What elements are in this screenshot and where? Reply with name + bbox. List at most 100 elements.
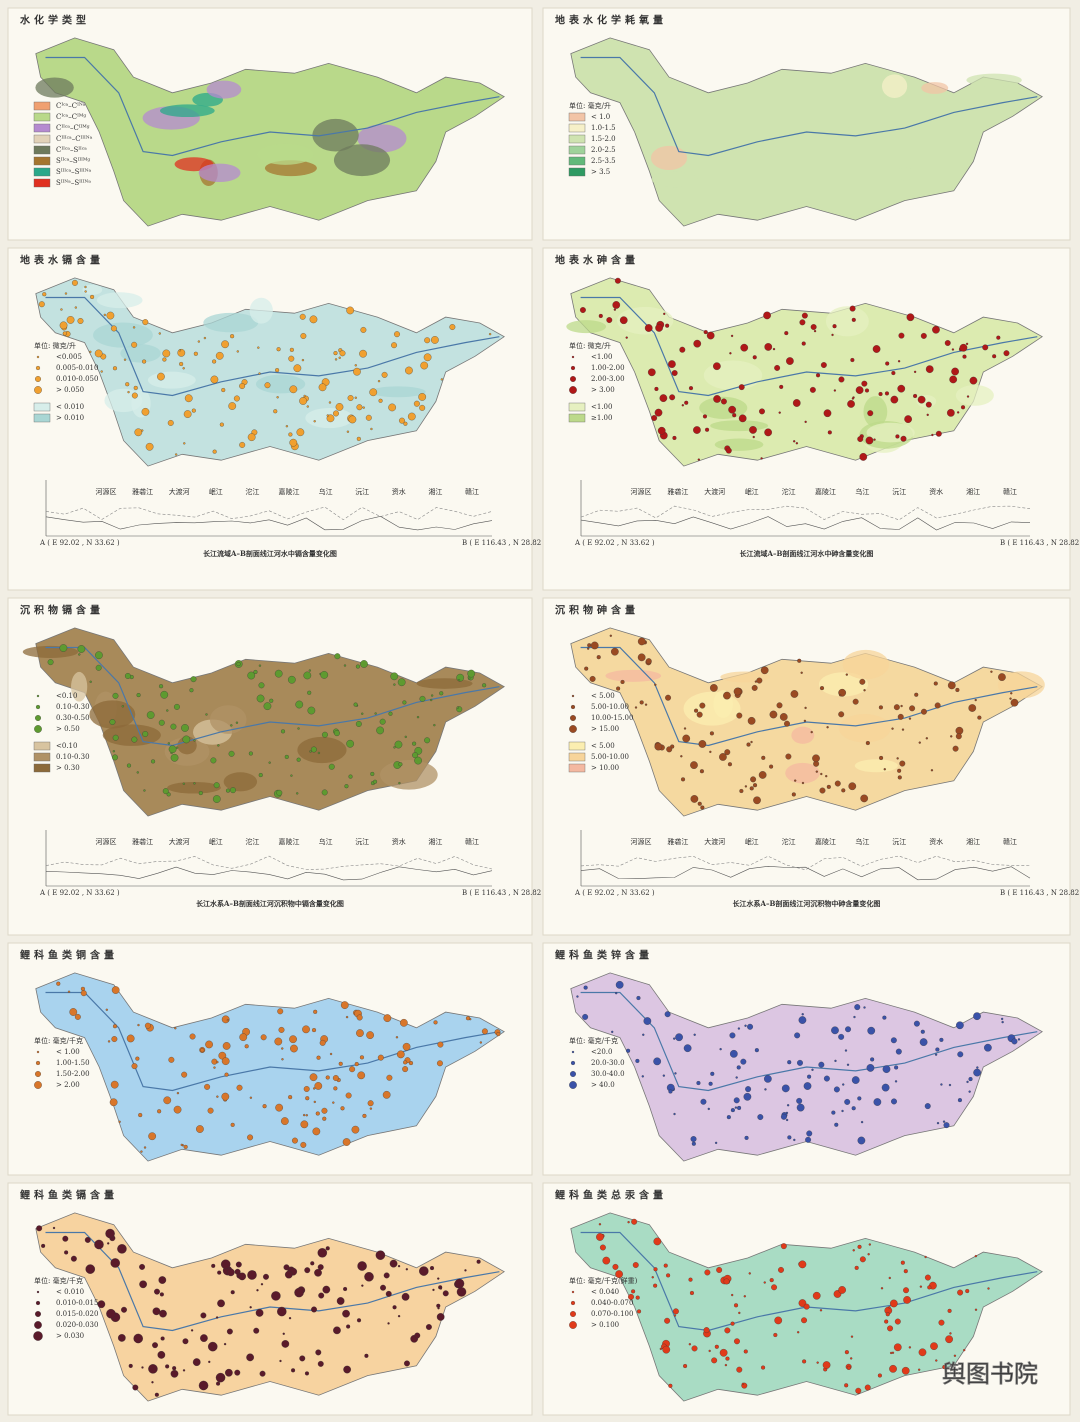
sample-point (785, 1118, 789, 1122)
profile-caption: 长江流域A–B剖面线江河水中砷含量变化图 (740, 549, 874, 558)
sample-point (211, 1263, 216, 1268)
sample-point (772, 347, 776, 351)
sample-point (729, 352, 732, 355)
sample-point (402, 1066, 409, 1073)
sample-point (823, 1075, 830, 1082)
sample-point (666, 746, 673, 753)
legend-label: Sᴵᴵᴺᵃ–Sᴵᴵᴵᴺᵃ (56, 179, 91, 187)
sample-point (226, 1268, 235, 1277)
sample-point (663, 312, 666, 315)
map-zone (102, 724, 161, 746)
sample-point (342, 1309, 350, 1318)
sample-point (984, 1043, 992, 1052)
sample-point (827, 430, 832, 435)
sample-point (917, 395, 926, 404)
sample-point (1010, 698, 1019, 707)
legend-label: Cᴵᴵᶜᵃ–Sᴵᴵᶜᵃ (56, 146, 87, 154)
legend-dot (35, 1311, 41, 1317)
legend-dot (33, 1331, 43, 1341)
sample-point (935, 1047, 940, 1052)
sample-point (178, 349, 182, 352)
sample-point (631, 1289, 636, 1294)
sample-point (217, 1299, 225, 1308)
map-zone (785, 762, 820, 784)
sample-point (393, 683, 396, 686)
legend-swatch (568, 752, 586, 762)
sample-point (974, 1308, 978, 1311)
sample-point (230, 1122, 235, 1127)
sample-point (321, 731, 328, 738)
sample-point (309, 315, 318, 324)
sample-point (394, 331, 400, 338)
sample-point (823, 409, 832, 418)
sample-point (804, 706, 807, 710)
sample-point (904, 415, 912, 423)
sample-point (131, 1063, 138, 1070)
map-zone (167, 781, 221, 794)
legend-label: Cᴵᴵᶜᵃ–Cᴵᴵᴹᵍ (56, 124, 90, 132)
sample-point (894, 1318, 901, 1325)
sample-point (210, 375, 219, 384)
sample-point (872, 345, 881, 353)
sample-point (647, 368, 656, 377)
sample-point (950, 735, 953, 738)
sample-point (637, 653, 646, 662)
sample-point (103, 313, 106, 317)
sample-point (599, 1244, 606, 1251)
sample-point (760, 666, 769, 675)
sample-point (126, 763, 132, 768)
sample-point (846, 1063, 850, 1066)
legend-swatch (33, 413, 51, 423)
map-zone (96, 292, 143, 309)
sample-point (333, 410, 339, 417)
sample-point (151, 759, 156, 764)
sample-point (488, 332, 492, 336)
sample-point (380, 1284, 386, 1291)
sample-point (405, 366, 413, 375)
sample-point (157, 1351, 166, 1359)
sample-point (949, 375, 958, 384)
sample-point (159, 1309, 167, 1318)
sample-point (142, 731, 149, 737)
sample-point (457, 679, 461, 682)
sample-point (133, 1333, 143, 1344)
sample-point (613, 308, 617, 311)
profile-river: 嘉陵江 (279, 487, 300, 496)
sample-point (947, 1308, 952, 1313)
sample-point (733, 687, 742, 696)
sample-point (353, 367, 361, 376)
sample-point (340, 1001, 349, 1009)
sample-point (296, 428, 305, 437)
sample-point (117, 1334, 126, 1342)
sample-point (846, 1365, 851, 1370)
sample-point (699, 702, 706, 709)
sample-point (105, 1228, 115, 1239)
sample-point (356, 436, 361, 441)
sample-point (962, 354, 967, 359)
sample-point (289, 438, 298, 447)
sample-point (313, 420, 316, 423)
sample-point (271, 1291, 281, 1301)
sample-point (399, 417, 405, 424)
legend-swatch (33, 145, 51, 155)
sample-point (831, 1110, 836, 1115)
sample-point (314, 1082, 323, 1090)
sample-point (140, 1150, 143, 1153)
sample-point (955, 687, 960, 693)
sample-point (583, 985, 588, 990)
sample-point (320, 671, 329, 679)
sample-point (682, 734, 691, 743)
sample-point (844, 1383, 849, 1388)
sample-point (878, 705, 883, 710)
sample-point (760, 457, 763, 460)
sample-point (128, 1363, 133, 1368)
river (45, 56, 500, 157)
sample-point (204, 1083, 211, 1090)
sample-point (170, 753, 179, 762)
sample-point (815, 373, 821, 378)
sample-point (813, 329, 817, 333)
sample-point (948, 1083, 952, 1087)
sample-point (336, 1297, 345, 1305)
sample-point (801, 1013, 804, 1016)
legend-label: 2.0-2.5 (591, 146, 616, 154)
